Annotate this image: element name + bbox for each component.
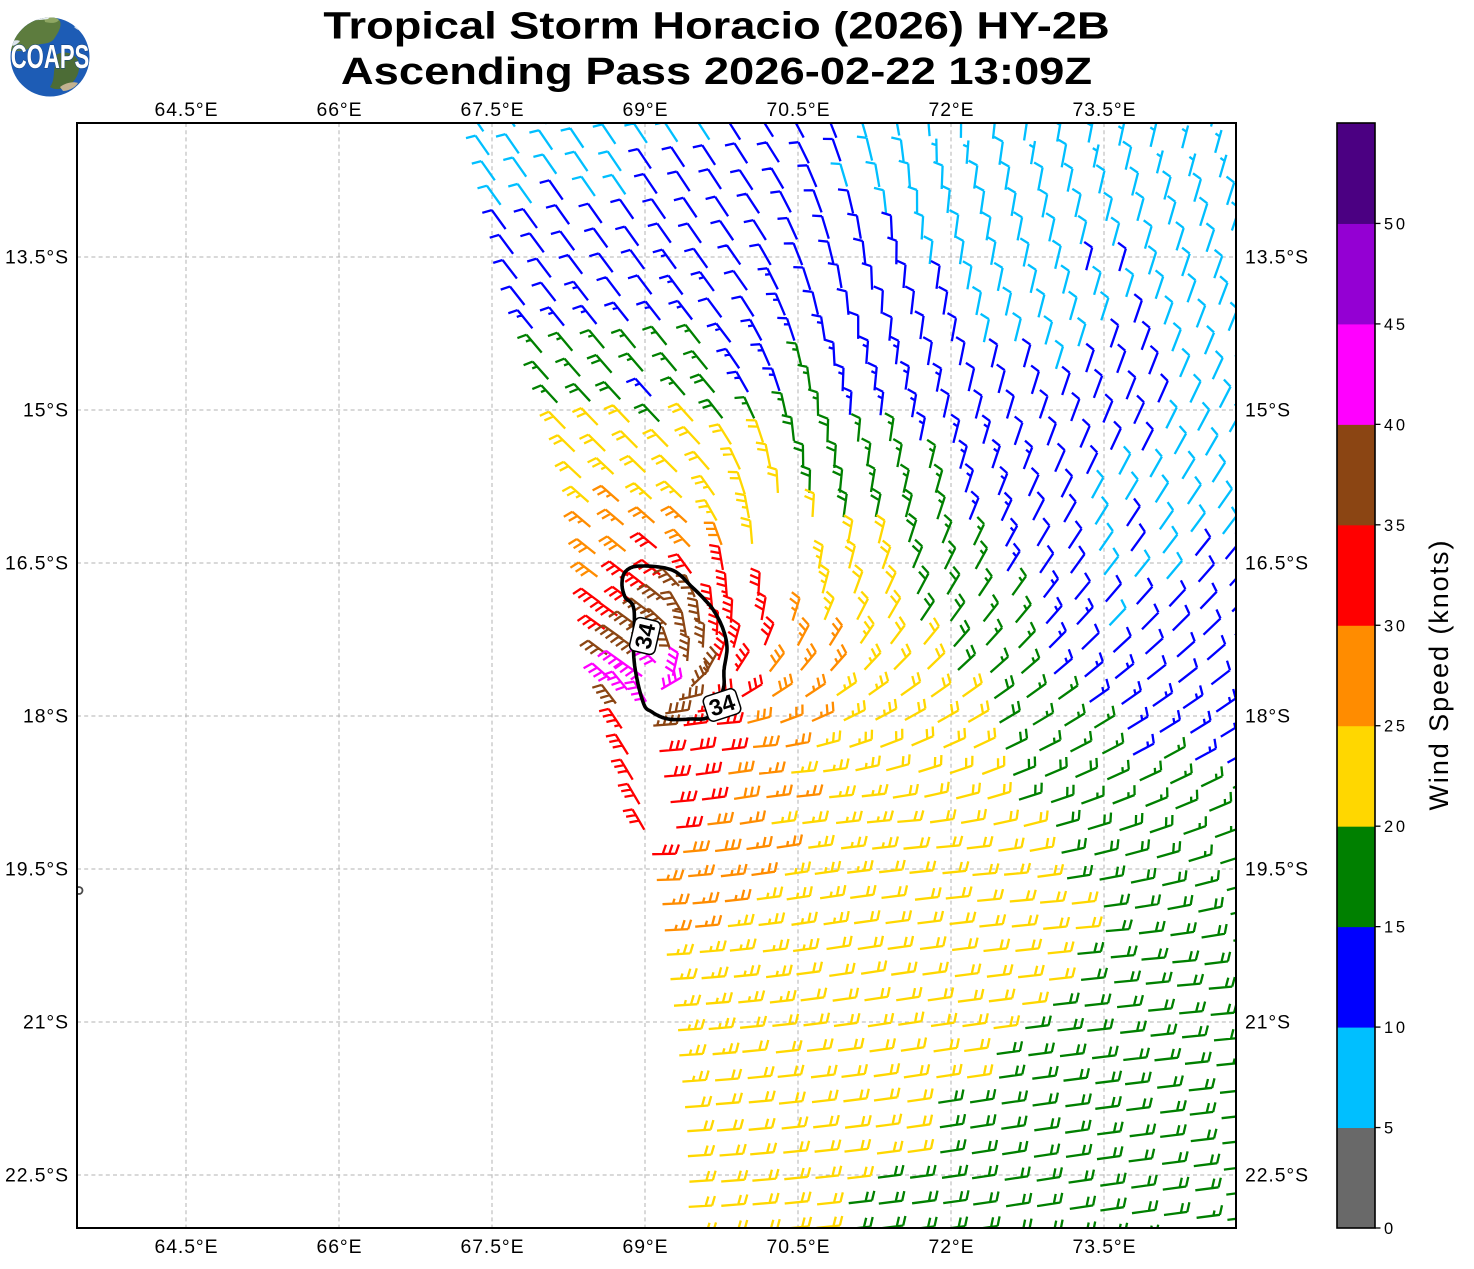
svg-text:13.5°S: 13.5°S bbox=[1245, 247, 1308, 269]
svg-text:15°S: 15°S bbox=[23, 400, 68, 422]
svg-text:Wind Speed (knots): Wind Speed (knots) bbox=[1424, 541, 1454, 811]
svg-text:5: 5 bbox=[1384, 1120, 1393, 1138]
svg-text:72°E: 72°E bbox=[929, 1236, 974, 1258]
svg-text:64.5°E: 64.5°E bbox=[155, 1236, 218, 1258]
svg-text:COAPS: COAPS bbox=[11, 38, 90, 76]
svg-text:19.5°S: 19.5°S bbox=[1245, 859, 1308, 881]
svg-text:22.5°S: 22.5°S bbox=[5, 1165, 68, 1187]
svg-text:67.5°E: 67.5°E bbox=[461, 1236, 524, 1258]
svg-text:70.5°E: 70.5°E bbox=[767, 1236, 830, 1258]
svg-text:15°S: 15°S bbox=[1245, 400, 1290, 422]
svg-text:67.5°E: 67.5°E bbox=[461, 99, 524, 121]
svg-text:73.5°E: 73.5°E bbox=[1073, 1236, 1136, 1258]
svg-text:72°E: 72°E bbox=[929, 99, 974, 121]
svg-text:13.5°S: 13.5°S bbox=[5, 247, 68, 269]
svg-text:21°S: 21°S bbox=[23, 1012, 68, 1034]
svg-text:21°S: 21°S bbox=[1245, 1012, 1290, 1034]
svg-text:73.5°E: 73.5°E bbox=[1073, 99, 1136, 121]
svg-text:22.5°S: 22.5°S bbox=[1245, 1165, 1308, 1187]
svg-text:16.5°S: 16.5°S bbox=[1245, 553, 1308, 575]
svg-text:16.5°S: 16.5°S bbox=[5, 553, 68, 575]
svg-text:69°E: 69°E bbox=[623, 1236, 668, 1258]
svg-text:18°S: 18°S bbox=[1245, 706, 1290, 728]
svg-text:34: 34 bbox=[629, 620, 660, 651]
svg-text:Tropical Storm Horacio (2026): Tropical Storm Horacio (2026) HY-2B bbox=[323, 4, 1109, 47]
svg-text:64.5°E: 64.5°E bbox=[155, 99, 218, 121]
svg-text:66°E: 66°E bbox=[317, 99, 362, 121]
svg-text:Ascending Pass 2026-02-22 13:0: Ascending Pass 2026-02-22 13:09Z bbox=[341, 49, 1092, 92]
svg-text:69°E: 69°E bbox=[623, 99, 668, 121]
svg-text:0: 0 bbox=[1384, 1220, 1393, 1238]
svg-text:18°S: 18°S bbox=[23, 706, 68, 728]
svg-text:66°E: 66°E bbox=[317, 1236, 362, 1258]
svg-text:19.5°S: 19.5°S bbox=[5, 859, 68, 881]
svg-text:70.5°E: 70.5°E bbox=[767, 99, 830, 121]
